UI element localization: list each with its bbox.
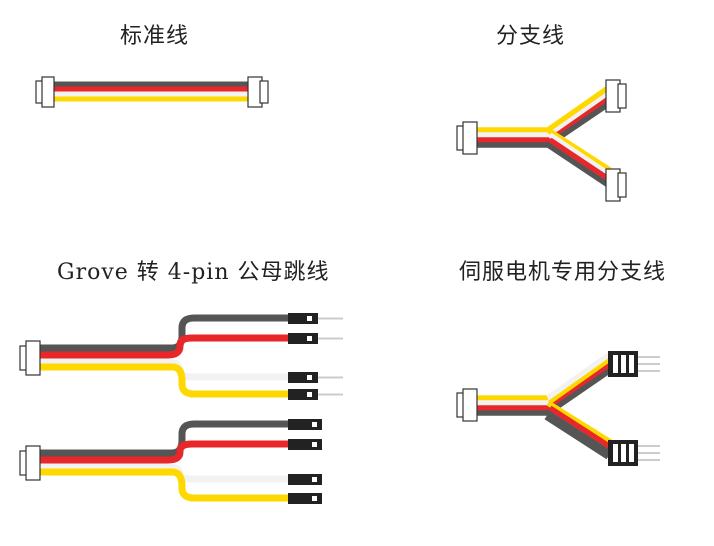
servo-lower-branch: [544, 400, 614, 460]
grove-jumper-cable-2: [19, 419, 322, 504]
wire-yellow: [546, 400, 614, 446]
wire-yellow: [40, 363, 290, 398]
grove-connector-left: [19, 445, 41, 481]
grove-jumper-cable-1: [19, 313, 343, 400]
wire-yellow: [40, 468, 290, 502]
standard-cable-label: 标准线: [120, 24, 190, 49]
split-cable: [456, 79, 627, 202]
jumper-wires: [40, 314, 290, 398]
grove-connector-upper-right: [605, 79, 627, 113]
male-pin-red: [288, 333, 343, 344]
female-pin-black: [288, 419, 322, 430]
grove-connector-left: [35, 76, 55, 108]
wire-black: [546, 410, 612, 456]
female-pin-red: [288, 439, 322, 450]
split-upper-branch: [546, 85, 612, 148]
servo-split-cable: [456, 351, 660, 466]
wire-yellow: [546, 127, 612, 173]
grove-connector-left: [19, 340, 41, 376]
wire-red: [40, 440, 290, 464]
male-pin-white: [288, 372, 343, 383]
wire-white: [548, 132, 612, 178]
wire-black: [40, 314, 290, 352]
wire-red: [548, 405, 614, 451]
wire-black: [544, 414, 610, 460]
grove-connector-left: [456, 388, 478, 422]
female-pin-yellow: [288, 493, 322, 504]
grove-connector-right: [247, 76, 269, 108]
jumper-wires: [40, 420, 290, 502]
female-pin-white: [288, 474, 322, 485]
wire-white: [548, 90, 612, 138]
split-lower-branch: [546, 127, 612, 188]
standard-cable: [35, 76, 269, 108]
servo-header-lower: [608, 440, 660, 466]
wire-yellow: [546, 85, 610, 133]
male-pin-black: [288, 313, 343, 324]
standard-wires: [52, 81, 252, 102]
wire-red: [548, 137, 612, 183]
wire-red: [40, 334, 290, 359]
wire-black: [546, 366, 614, 416]
grove-connector-left: [456, 121, 478, 155]
wire-yellow: [548, 356, 614, 406]
grove-connector-lower-right: [605, 168, 627, 202]
grove-jumper-cable-label: Grove 转 4-pin 公母跳线: [57, 260, 330, 285]
split-trunk-wires: [476, 127, 550, 148]
servo-trunk-wires: [476, 395, 550, 416]
servo-split-cable-label: 伺服电机专用分支线: [459, 260, 667, 285]
wire-red: [548, 95, 612, 143]
wire-black: [546, 142, 610, 188]
split-cable-label: 分支线: [496, 24, 566, 49]
wire-black: [40, 420, 290, 457]
male-pin-yellow: [288, 389, 343, 400]
servo-header-upper: [608, 351, 660, 377]
servo-upper-branch: [546, 351, 614, 416]
wire-red: [548, 361, 614, 411]
wire-white: [546, 351, 612, 401]
